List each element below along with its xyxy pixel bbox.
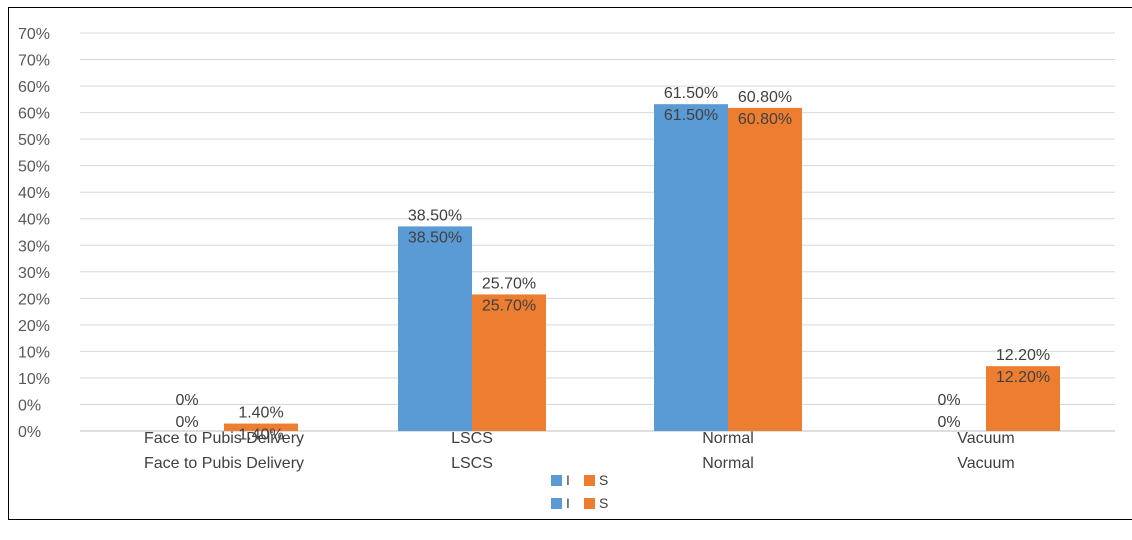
data-label: 12.20% bbox=[996, 347, 1050, 364]
legend-swatch-s bbox=[584, 475, 595, 486]
y-tick-label: 30% bbox=[18, 238, 50, 255]
category-label: LSCS bbox=[451, 430, 493, 447]
data-label-duplicate: 1.40% bbox=[238, 427, 283, 444]
y-tick-label: 0% bbox=[18, 424, 41, 441]
legend-label: S bbox=[599, 472, 608, 488]
y-tick-label: 60% bbox=[18, 106, 50, 123]
data-label: 38.50% bbox=[408, 207, 462, 224]
y-tick-label: 50% bbox=[18, 132, 50, 149]
category-label-duplicate: Normal bbox=[702, 455, 754, 472]
y-tick-label: 50% bbox=[18, 159, 50, 176]
bar-s-face-to-pubis-delivery bbox=[224, 423, 298, 431]
y-tick-label: 40% bbox=[18, 185, 50, 202]
legend-label: I bbox=[566, 472, 570, 488]
y-tick-label: 40% bbox=[18, 212, 50, 229]
y-tick-label: 70% bbox=[18, 26, 50, 43]
y-tick-label: 10% bbox=[18, 344, 50, 361]
category-label-duplicate: Face to Pubis Delivery bbox=[144, 455, 304, 472]
y-tick-label: 20% bbox=[18, 291, 50, 308]
data-label: 61.50% bbox=[664, 85, 718, 102]
data-label: 1.40% bbox=[238, 405, 283, 422]
y-tick-label: 70% bbox=[18, 53, 50, 70]
data-label-duplicate: 61.50% bbox=[664, 107, 718, 124]
category-label: Normal bbox=[702, 430, 754, 447]
y-tick-label: 60% bbox=[18, 79, 50, 96]
chart-frame bbox=[8, 7, 1132, 520]
bar-s-normal bbox=[728, 107, 802, 432]
legend-swatch-i bbox=[551, 475, 562, 486]
y-tick-label: 0% bbox=[18, 397, 41, 414]
data-label-duplicate: 12.20% bbox=[996, 369, 1050, 386]
y-tick-label: 10% bbox=[18, 371, 50, 388]
bar-i-lscs bbox=[398, 226, 472, 431]
data-label: 25.70% bbox=[482, 275, 536, 292]
y-tick-label: 20% bbox=[18, 318, 50, 335]
bar-s-lscs bbox=[472, 294, 546, 431]
data-label-duplicate: 0% bbox=[937, 414, 960, 431]
legend-swatch-s bbox=[584, 498, 595, 509]
data-label: 60.80% bbox=[738, 89, 792, 106]
data-label-duplicate: 60.80% bbox=[738, 111, 792, 128]
data-label: 0% bbox=[175, 392, 198, 409]
category-label: Face to Pubis Delivery bbox=[144, 430, 304, 447]
y-tick-label: 30% bbox=[18, 265, 50, 282]
data-label-duplicate: 0% bbox=[175, 414, 198, 431]
bar-i-normal bbox=[654, 104, 728, 432]
legend-label: S bbox=[599, 495, 608, 511]
legend-swatch-i bbox=[551, 498, 562, 509]
category-label-duplicate: Vacuum bbox=[957, 455, 1015, 472]
legend-label: I bbox=[566, 495, 570, 511]
data-label-duplicate: 38.50% bbox=[408, 229, 462, 246]
bar-s-vacuum bbox=[986, 366, 1060, 431]
data-label-duplicate: 25.70% bbox=[482, 297, 536, 314]
category-label: Vacuum bbox=[957, 430, 1015, 447]
category-label-duplicate: LSCS bbox=[451, 455, 493, 472]
data-label: 0% bbox=[937, 392, 960, 409]
